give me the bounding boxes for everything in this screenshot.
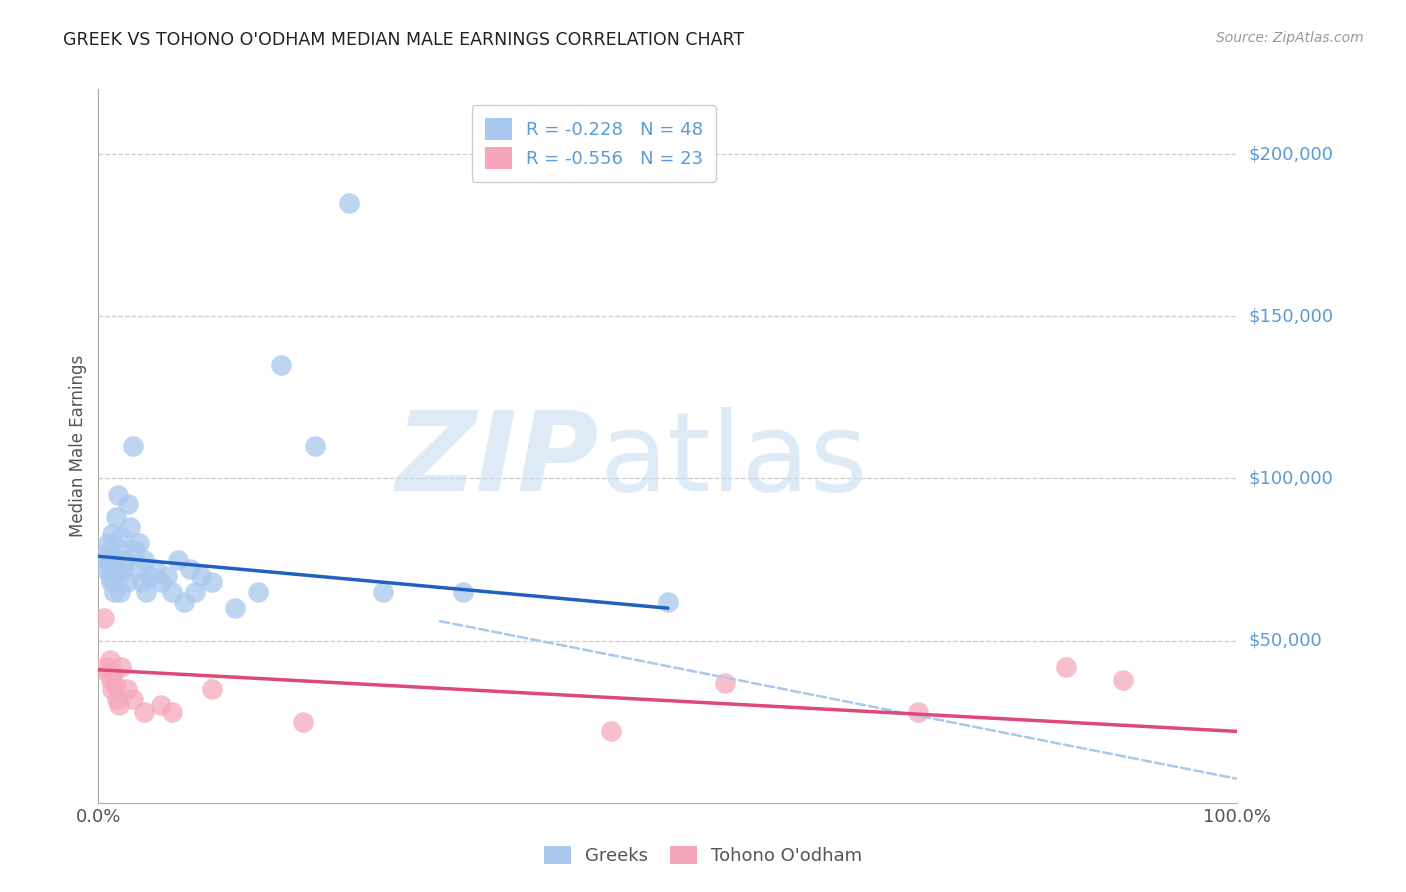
Point: [93, 611, 115, 625]
Point: [108, 698, 131, 713]
Point: [184, 585, 207, 599]
Point: [1054, 659, 1078, 673]
Point: [121, 692, 143, 706]
Point: [167, 552, 190, 566]
Point: [714, 675, 737, 690]
Point: [96, 536, 118, 550]
Point: [110, 530, 132, 544]
Point: [201, 575, 224, 590]
Text: atlas: atlas: [599, 407, 868, 514]
Point: [96, 666, 118, 681]
Point: [98, 653, 121, 667]
Text: Source: ZipAtlas.com: Source: ZipAtlas.com: [1216, 31, 1364, 45]
Text: ZIP: ZIP: [396, 407, 599, 514]
Legend: R = -0.228   N = 48, R = -0.556   N = 23: R = -0.228 N = 48, R = -0.556 N = 23: [472, 105, 716, 182]
Point: [1112, 673, 1135, 687]
Point: [105, 692, 128, 706]
Point: [103, 552, 125, 566]
Point: [124, 542, 146, 557]
Point: [101, 682, 124, 697]
Point: [115, 682, 138, 697]
Point: [98, 542, 121, 557]
Legend: Greeks, Tohono O'odham: Greeks, Tohono O'odham: [534, 837, 872, 874]
Point: [132, 552, 155, 566]
Point: [150, 698, 173, 713]
Point: [292, 714, 315, 729]
Point: [190, 568, 212, 582]
Point: [97, 556, 120, 570]
Point: [110, 659, 132, 673]
Text: $50,000: $50,000: [1249, 632, 1322, 649]
Point: [103, 666, 125, 681]
Point: [138, 568, 160, 582]
Point: [132, 705, 155, 719]
Point: [156, 568, 179, 582]
Point: [907, 705, 929, 719]
Point: [371, 585, 394, 599]
Point: [120, 520, 142, 534]
Point: [150, 575, 173, 590]
Point: [162, 705, 184, 719]
Point: [108, 585, 131, 599]
Point: [337, 195, 360, 210]
Point: [145, 562, 167, 576]
Point: [173, 595, 195, 609]
Point: [103, 585, 125, 599]
Point: [127, 562, 149, 576]
Point: [98, 568, 121, 582]
Text: $200,000: $200,000: [1249, 145, 1333, 163]
Point: [270, 358, 292, 372]
Point: [108, 568, 131, 582]
Point: [93, 549, 115, 564]
Point: [96, 562, 118, 576]
Point: [104, 679, 127, 693]
Point: [121, 439, 143, 453]
Point: [451, 585, 474, 599]
Point: [224, 601, 246, 615]
Point: [111, 542, 134, 557]
Point: [101, 526, 124, 541]
Point: [114, 552, 136, 566]
Point: [135, 585, 157, 599]
Point: [600, 724, 623, 739]
Text: $100,000: $100,000: [1249, 469, 1333, 487]
Point: [304, 439, 326, 453]
Point: [115, 575, 138, 590]
Point: [107, 488, 129, 502]
Point: [112, 562, 135, 576]
Point: [100, 673, 122, 687]
Point: [246, 585, 269, 599]
Point: [104, 510, 127, 524]
Point: [128, 536, 150, 550]
Point: [162, 585, 184, 599]
Text: GREEK VS TOHONO O'ODHAM MEDIAN MALE EARNINGS CORRELATION CHART: GREEK VS TOHONO O'ODHAM MEDIAN MALE EARN…: [63, 31, 744, 49]
Point: [131, 575, 153, 590]
Point: [96, 659, 118, 673]
Point: [117, 497, 139, 511]
Point: [657, 595, 679, 609]
Point: [100, 575, 122, 590]
Point: [179, 562, 201, 576]
Point: [201, 682, 224, 697]
Y-axis label: Median Male Earnings: Median Male Earnings: [69, 355, 87, 537]
Text: $150,000: $150,000: [1249, 307, 1333, 326]
Point: [105, 562, 128, 576]
